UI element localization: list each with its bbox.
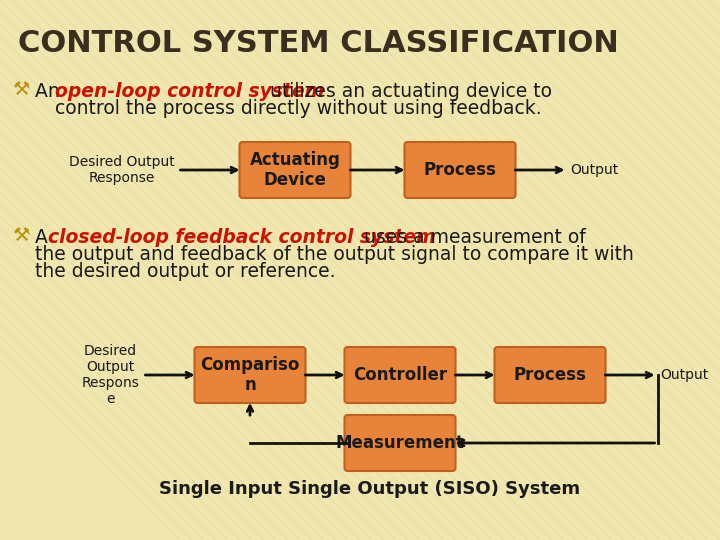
Text: An: An — [35, 82, 66, 101]
Text: uses a measurement of: uses a measurement of — [358, 228, 586, 247]
FancyBboxPatch shape — [405, 142, 516, 198]
Text: utilizes an actuating device to: utilizes an actuating device to — [264, 82, 552, 101]
Text: A: A — [35, 228, 54, 247]
Text: Output: Output — [570, 163, 618, 177]
Text: ⚒: ⚒ — [13, 226, 31, 246]
Text: Process: Process — [423, 161, 496, 179]
Text: control the process directly without using feedback.: control the process directly without usi… — [55, 99, 541, 118]
Text: Single Input Single Output (SISO) System: Single Input Single Output (SISO) System — [159, 480, 580, 498]
Text: the output and feedback of the output signal to compare it with: the output and feedback of the output si… — [35, 245, 634, 264]
Text: closed-loop feedback control system: closed-loop feedback control system — [48, 228, 436, 247]
Text: Actuating
Device: Actuating Device — [250, 151, 341, 190]
Text: CONTROL SYSTEM CLASSIFICATION: CONTROL SYSTEM CLASSIFICATION — [18, 29, 618, 58]
FancyBboxPatch shape — [344, 347, 456, 403]
Text: Controller: Controller — [353, 366, 447, 384]
Text: the desired output or reference.: the desired output or reference. — [35, 262, 336, 281]
FancyBboxPatch shape — [495, 347, 606, 403]
FancyBboxPatch shape — [194, 347, 305, 403]
Text: Desired Output
Response: Desired Output Response — [68, 155, 174, 185]
Text: Output: Output — [660, 368, 708, 382]
Text: ⚒: ⚒ — [13, 80, 31, 99]
Text: open-loop control system: open-loop control system — [55, 82, 324, 101]
Text: Desired
Output
Respons
e: Desired Output Respons e — [81, 343, 140, 406]
FancyBboxPatch shape — [240, 142, 351, 198]
Text: Process: Process — [513, 366, 586, 384]
Text: Compariso
n: Compariso n — [200, 356, 300, 394]
Text: Measurement: Measurement — [336, 434, 464, 452]
FancyBboxPatch shape — [344, 415, 456, 471]
